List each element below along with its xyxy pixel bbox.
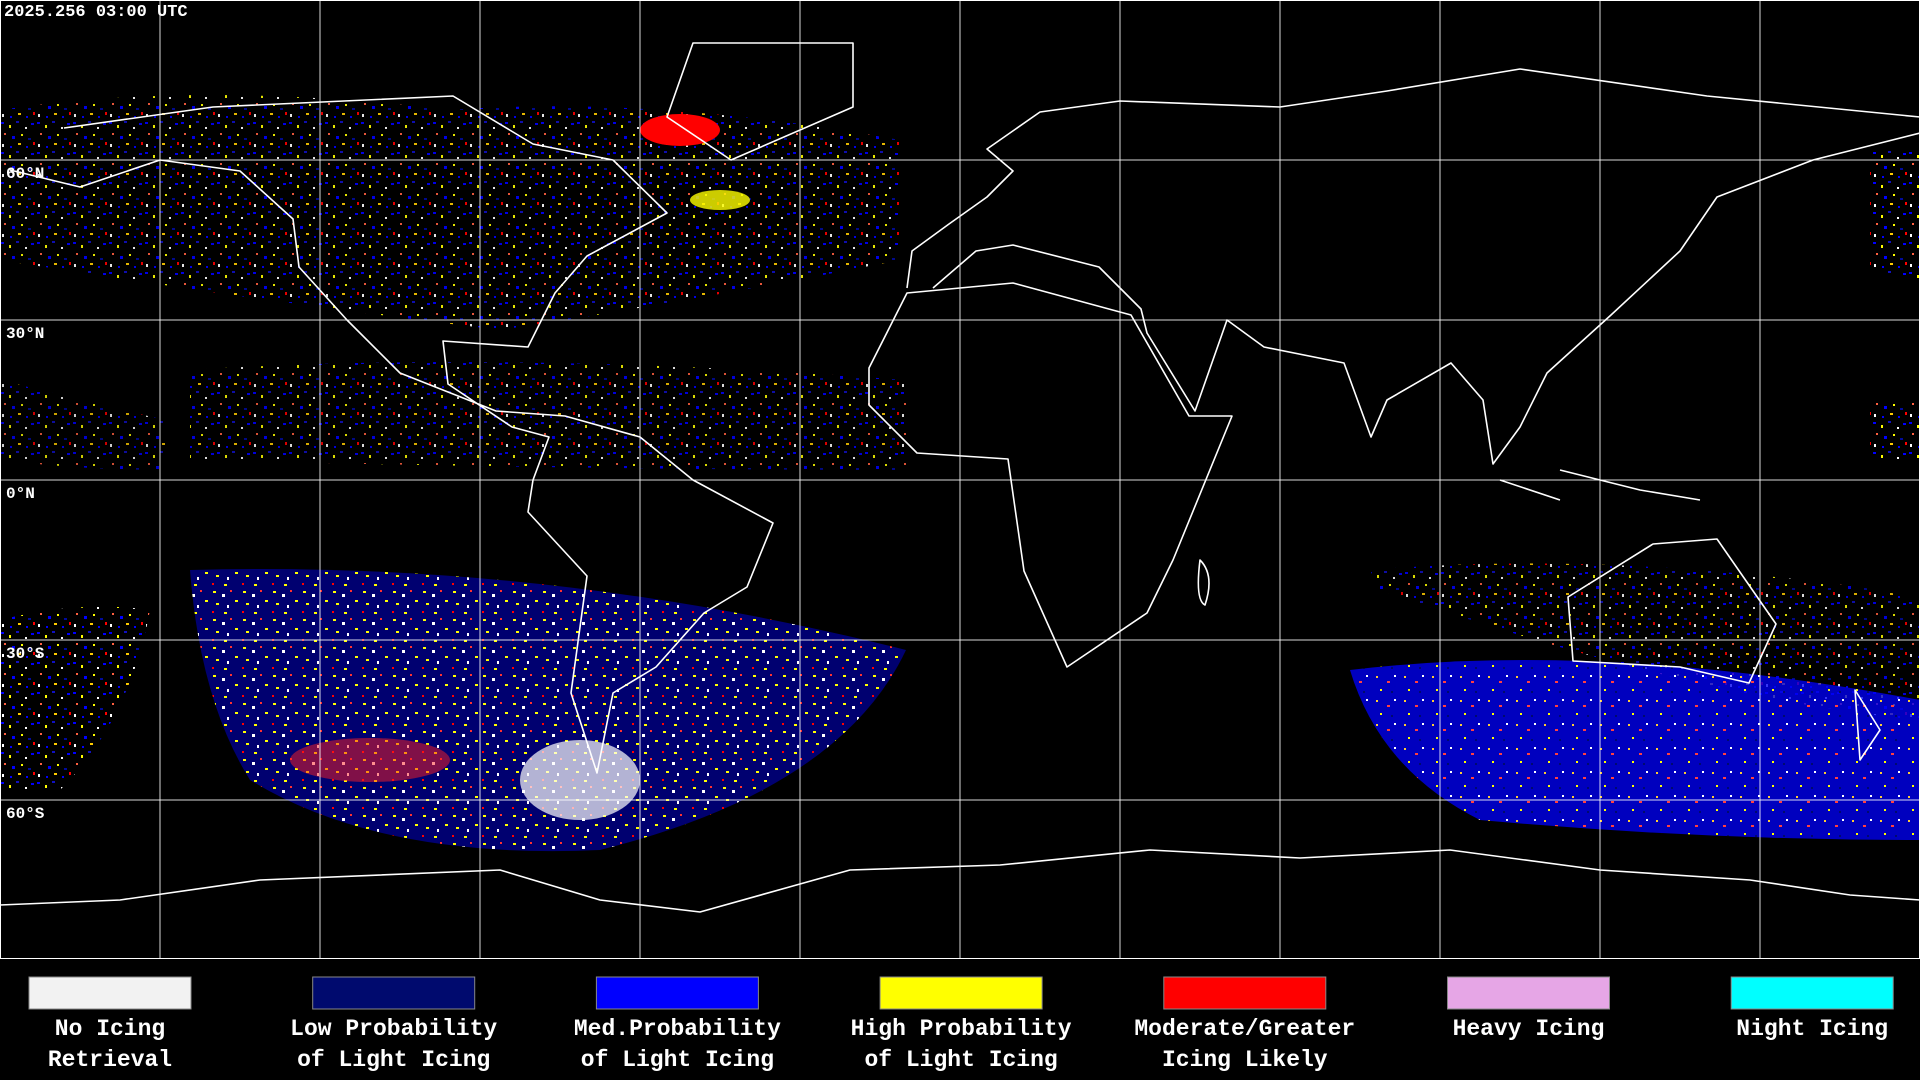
legend-label: Icing Likely [1162, 1047, 1328, 1073]
latitude-label: 60°N [6, 165, 44, 183]
latitude-labels: 60°N 30°N 0°N 30°S 60°S [6, 165, 45, 823]
coastline [9, 95, 774, 774]
latitude-label: 30°S [6, 645, 45, 663]
legend: No Icing Retrieval Low Probability of Light… [28, 976, 1894, 1073]
timestamp: 2025.256 03:00 UTC [4, 3, 188, 22]
icing-retrievals-east [1350, 150, 1920, 840]
coastline [1567, 538, 1777, 684]
icing-patch [640, 114, 720, 146]
legend-label: of Light Icing [864, 1047, 1057, 1073]
latitude-label: 0°N [6, 485, 35, 503]
legend-label: No Icing [55, 1016, 165, 1042]
icing-patch [520, 740, 640, 820]
legend-label: Moderate/Greater [1134, 1016, 1355, 1042]
legend-swatch [28, 976, 192, 1010]
coastline [868, 282, 1233, 668]
legend-label: of Light Icing [297, 1047, 490, 1073]
coastline [1197, 469, 1881, 761]
latitude-label: 30°N [6, 325, 44, 343]
latitude-label: 60°S [6, 805, 45, 823]
legend-label: Night Icing [1736, 1016, 1888, 1042]
graticule [0, 0, 1920, 958]
coastline [666, 42, 854, 161]
legend-label: of Light Icing [581, 1047, 774, 1073]
legend-swatch [312, 976, 476, 1010]
legend-swatch [879, 976, 1043, 1010]
legend-label: Med.Probability [574, 1016, 781, 1042]
legend-label: Retrieval [48, 1047, 172, 1073]
icing-patch [690, 190, 750, 210]
legend-swatch [595, 976, 759, 1010]
legend-label: Low Probability [290, 1016, 497, 1042]
legend-label: Heavy Icing [1453, 1016, 1605, 1042]
legend-swatch [1447, 976, 1610, 1010]
legend-label: High Probability [851, 1016, 1072, 1042]
coastline [0, 849, 1920, 913]
legend-swatch [1163, 976, 1327, 1010]
legend-swatch [1730, 976, 1894, 1010]
icing-patch [290, 738, 450, 782]
